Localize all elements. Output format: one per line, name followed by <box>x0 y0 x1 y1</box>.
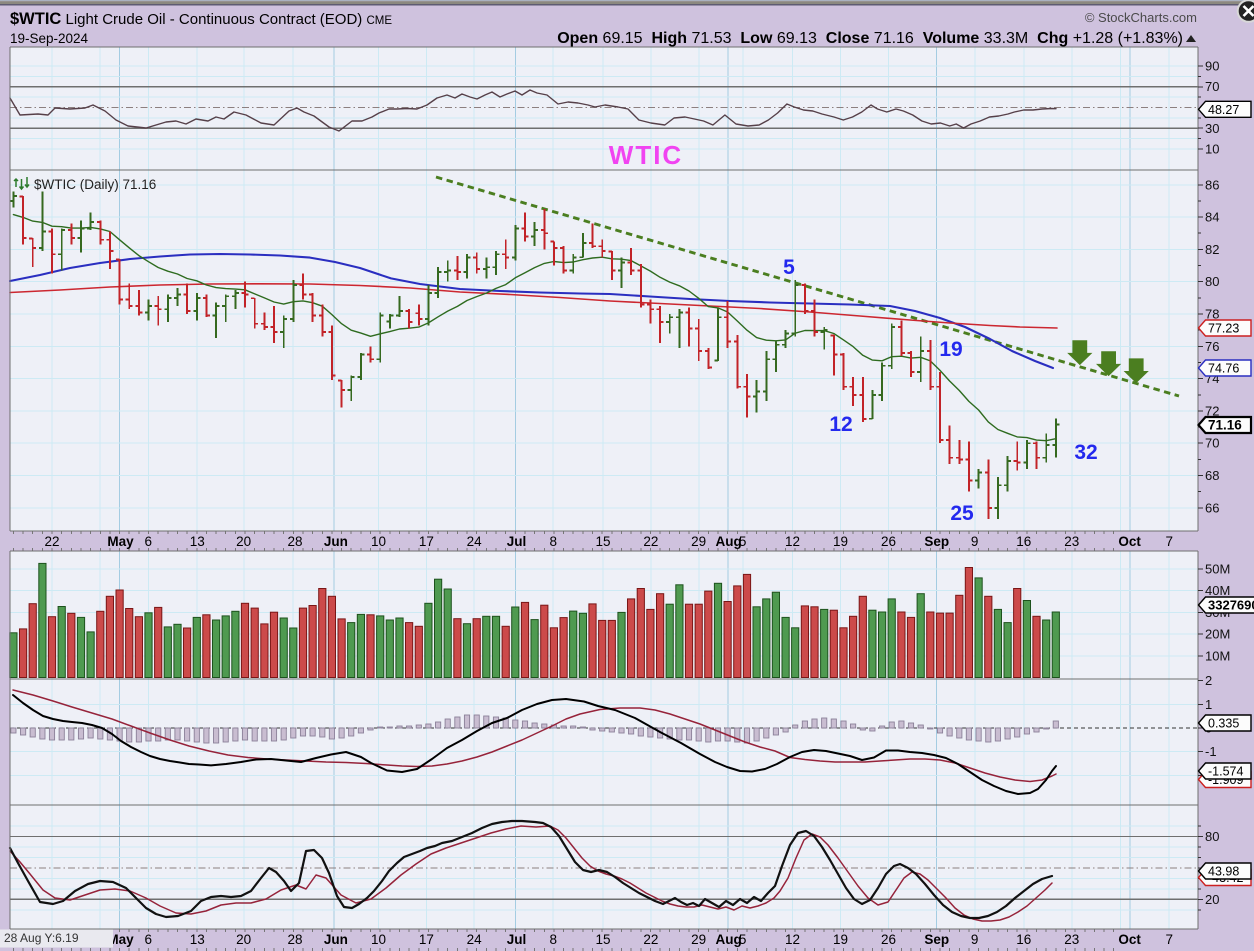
svg-text:71.16: 71.16 <box>1208 418 1242 433</box>
svg-text:22: 22 <box>44 534 59 549</box>
svg-text:12: 12 <box>785 932 800 947</box>
svg-text:5: 5 <box>739 932 747 947</box>
svg-text:17: 17 <box>419 932 434 947</box>
svg-text:© StockCharts.com: © StockCharts.com <box>1085 10 1197 25</box>
svg-text:6: 6 <box>145 534 153 549</box>
svg-text:84: 84 <box>1205 210 1219 225</box>
svg-text:WTIC: WTIC <box>609 140 683 170</box>
svg-text:$WTIC Light Crude Oil - Contin: $WTIC Light Crude Oil - Continuous Contr… <box>10 10 392 28</box>
svg-text:30: 30 <box>1205 121 1219 136</box>
svg-text:5: 5 <box>739 534 747 549</box>
svg-text:Oct: Oct <box>1118 932 1141 947</box>
svg-text:66: 66 <box>1205 500 1219 515</box>
svg-text:20: 20 <box>236 534 251 549</box>
svg-text:Oct: Oct <box>1118 534 1141 549</box>
svg-text:Jul: Jul <box>507 932 527 947</box>
svg-text:May: May <box>107 534 134 549</box>
svg-text:7: 7 <box>1166 932 1174 947</box>
svg-text:17: 17 <box>419 534 434 549</box>
svg-text:9: 9 <box>971 932 979 947</box>
svg-text:13: 13 <box>190 932 205 947</box>
svg-text:26: 26 <box>881 932 896 947</box>
svg-text:10: 10 <box>1205 142 1219 157</box>
svg-text:-1: -1 <box>1205 744 1217 759</box>
svg-text:3327690: 3327690 <box>1208 598 1254 613</box>
svg-text:29: 29 <box>691 932 706 947</box>
svg-text:$WTIC (Daily) 71.16: $WTIC (Daily) 71.16 <box>34 177 156 192</box>
svg-text:Aug: Aug <box>715 534 741 549</box>
svg-text:Sep: Sep <box>924 932 949 947</box>
svg-text:10: 10 <box>371 534 386 549</box>
svg-text:19-Sep-2024: 19-Sep-2024 <box>10 31 89 46</box>
svg-text:Aug: Aug <box>715 932 741 947</box>
svg-text:80: 80 <box>1205 274 1219 289</box>
svg-text:10: 10 <box>371 932 386 947</box>
svg-text:68: 68 <box>1205 468 1219 483</box>
svg-text:29: 29 <box>691 534 706 549</box>
svg-text:24: 24 <box>467 932 483 947</box>
svg-text:20M: 20M <box>1205 627 1230 642</box>
svg-text:23: 23 <box>1064 534 1079 549</box>
svg-text:74.76: 74.76 <box>1208 362 1239 376</box>
svg-text:8: 8 <box>549 534 557 549</box>
svg-text:16: 16 <box>1016 932 1031 947</box>
svg-text:78: 78 <box>1205 307 1219 322</box>
svg-text:23: 23 <box>1064 932 1079 947</box>
svg-text:20: 20 <box>236 932 251 947</box>
svg-text:25: 25 <box>950 502 974 525</box>
svg-text:19: 19 <box>833 932 848 947</box>
svg-text:20: 20 <box>1205 892 1219 907</box>
svg-text:Open 69.15 High 71.53 Low 69: Open 69.15 High 71.53 Low 69.13 Close 71… <box>557 30 1183 47</box>
svg-text:32: 32 <box>1074 441 1097 464</box>
svg-text:0.335: 0.335 <box>1208 717 1239 731</box>
svg-text:Sep: Sep <box>924 534 949 549</box>
svg-text:Jun: Jun <box>324 932 348 947</box>
svg-text:77.23: 77.23 <box>1208 322 1239 336</box>
svg-text:10M: 10M <box>1205 648 1230 663</box>
svg-text:40M: 40M <box>1205 583 1230 598</box>
svg-text:6: 6 <box>145 932 153 947</box>
svg-text:13: 13 <box>190 534 205 549</box>
svg-text:90: 90 <box>1205 59 1219 74</box>
svg-text:24: 24 <box>467 534 483 549</box>
svg-text:Jun: Jun <box>324 534 348 549</box>
svg-text:8: 8 <box>549 932 557 947</box>
svg-text:19: 19 <box>939 338 962 361</box>
svg-text:2: 2 <box>1205 673 1212 688</box>
svg-text:16: 16 <box>1016 534 1031 549</box>
svg-text:May: May <box>107 932 134 947</box>
svg-text:70: 70 <box>1205 79 1219 94</box>
svg-text:15: 15 <box>595 932 610 947</box>
svg-text:48.27: 48.27 <box>1208 103 1239 117</box>
svg-text:12: 12 <box>829 413 852 436</box>
svg-text:80: 80 <box>1205 829 1219 844</box>
svg-text:15: 15 <box>595 534 610 549</box>
svg-text:Jul: Jul <box>507 534 527 549</box>
svg-text:76: 76 <box>1205 339 1219 354</box>
svg-text:86: 86 <box>1205 177 1219 192</box>
svg-text:22: 22 <box>643 932 658 947</box>
svg-text:70: 70 <box>1205 436 1219 451</box>
svg-text:19: 19 <box>833 534 848 549</box>
svg-text:1: 1 <box>1205 697 1212 712</box>
svg-text:22: 22 <box>643 534 658 549</box>
svg-text:5: 5 <box>783 256 795 279</box>
svg-text:12: 12 <box>785 534 800 549</box>
svg-text:28 Aug Y:6.19: 28 Aug Y:6.19 <box>4 931 79 945</box>
svg-text:28: 28 <box>287 932 302 947</box>
svg-text:7: 7 <box>1166 534 1174 549</box>
svg-text:9: 9 <box>971 534 979 549</box>
svg-text:26: 26 <box>881 534 896 549</box>
svg-text:28: 28 <box>287 534 302 549</box>
svg-text:-1.574: -1.574 <box>1208 765 1243 779</box>
svg-text:43.98: 43.98 <box>1208 865 1239 879</box>
svg-text:50M: 50M <box>1205 562 1230 577</box>
svg-text:82: 82 <box>1205 242 1219 257</box>
svg-text:72: 72 <box>1205 403 1219 418</box>
